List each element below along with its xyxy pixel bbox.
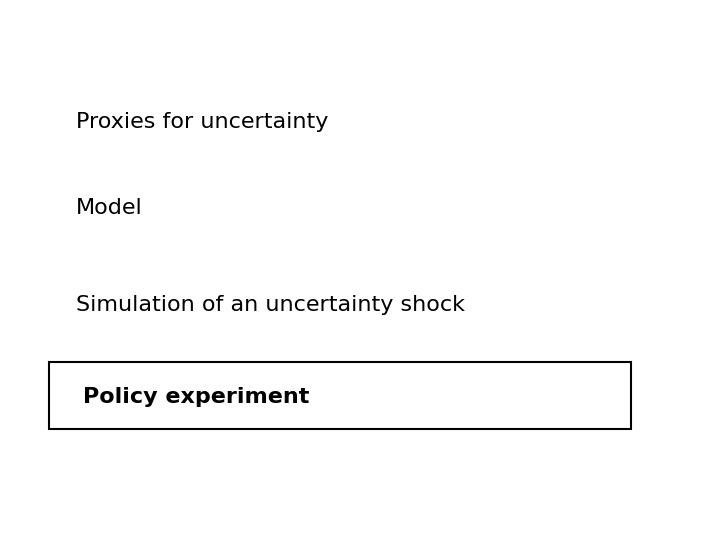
Text: Simulation of an uncertainty shock: Simulation of an uncertainty shock [76, 295, 464, 315]
Text: Proxies for uncertainty: Proxies for uncertainty [76, 111, 328, 132]
Text: Model: Model [76, 198, 143, 218]
FancyBboxPatch shape [49, 362, 631, 429]
Text: Policy experiment: Policy experiment [83, 387, 309, 407]
